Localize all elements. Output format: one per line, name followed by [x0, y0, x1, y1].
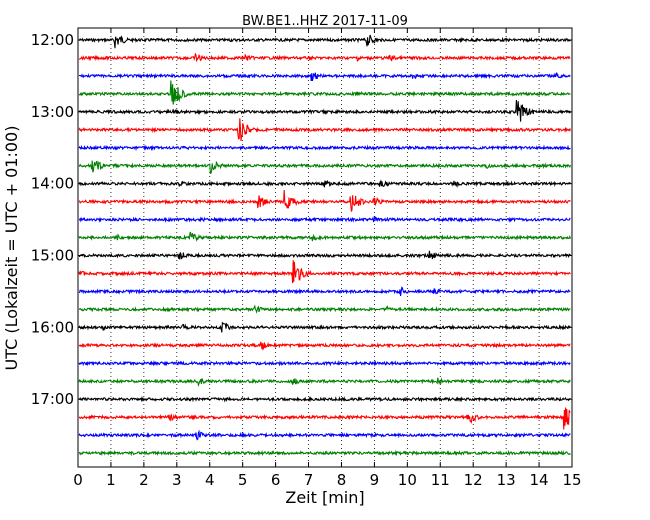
trace-line — [78, 189, 571, 212]
x-tick-label: 0 — [73, 471, 83, 489]
y-tick-label: 17:00 — [31, 390, 74, 408]
chart-title: BW.BE1..HHZ 2017-11-09 — [242, 14, 408, 29]
trace-1315 — [78, 118, 571, 142]
trace-1300 — [78, 99, 571, 122]
trace-line — [78, 144, 571, 152]
x-tick-label: 11 — [431, 471, 450, 489]
x-tick-label: 14 — [530, 471, 549, 489]
x-axis-ticks: 0 1 2 3 4 5 6 7 8 9 10 11 12 13 14 15 — [73, 28, 582, 489]
trace-line — [78, 52, 571, 63]
x-tick-label: 3 — [172, 471, 182, 489]
x-tick-label: 10 — [398, 471, 417, 489]
trace-line — [78, 250, 571, 260]
x-tick-label: 8 — [337, 471, 347, 489]
x-tick-label: 13 — [497, 471, 516, 489]
y-tick-label: 15:00 — [31, 247, 74, 265]
trace-1330 — [78, 144, 571, 152]
trace-line — [78, 304, 571, 314]
x-tick-label: 12 — [464, 471, 483, 489]
y-tick-label: 12:00 — [31, 31, 74, 49]
y-tick-label: 13:00 — [31, 103, 74, 121]
x-tick-label: 2 — [139, 471, 149, 489]
y-tick-label: 16:00 — [31, 318, 74, 336]
trace-line — [78, 260, 571, 284]
trace-1430 — [78, 215, 571, 223]
x-tick-label: 4 — [205, 471, 215, 489]
trace-line — [78, 160, 571, 174]
plot-frame — [77, 27, 573, 468]
x-tick-label: 9 — [370, 471, 380, 489]
trace-line — [78, 341, 571, 351]
y-axis-label: UTC (Lokalzeit = UTC + 01:00) — [2, 126, 21, 371]
x-tick-label: 5 — [238, 471, 248, 489]
trace-line — [78, 72, 571, 82]
trace-line — [78, 449, 571, 457]
x-tick-label: 6 — [271, 471, 281, 489]
trace-line — [78, 118, 571, 142]
trace-1630 — [78, 359, 571, 367]
trace-1200 — [78, 34, 571, 49]
trace-1730 — [78, 429, 571, 441]
trace-1545 — [78, 304, 571, 314]
trace-1400 — [78, 179, 571, 188]
trace-line — [78, 359, 571, 367]
x-axis-label: Zeit [min] — [285, 488, 364, 507]
trace-1530 — [78, 286, 571, 296]
trace-line — [78, 34, 571, 49]
trace-1345 — [78, 160, 571, 174]
trace-line — [78, 231, 571, 243]
trace-1745 — [78, 449, 571, 457]
trace-line — [78, 286, 571, 296]
trace-1700 — [78, 395, 571, 403]
trace-line — [78, 179, 571, 188]
trace-line — [78, 99, 571, 122]
trace-1215 — [78, 52, 571, 63]
trace-line — [78, 377, 571, 388]
seismic-traces — [78, 34, 571, 457]
trace-line — [78, 407, 571, 430]
trace-line — [78, 395, 571, 403]
x-tick-label: 1 — [106, 471, 116, 489]
trace-line — [78, 80, 571, 105]
y-axis-ticks: 12:00 13:00 14:00 15:00 16:00 17:00 — [31, 31, 572, 408]
trace-1715 — [78, 407, 571, 430]
y-tick-label: 14:00 — [31, 175, 74, 193]
trace-1415 — [78, 189, 571, 212]
trace-1615 — [78, 341, 571, 351]
trace-1245 — [78, 80, 571, 105]
trace-line — [78, 215, 571, 223]
trace-1230 — [78, 72, 571, 82]
trace-line — [78, 429, 571, 441]
trace-1600 — [78, 321, 571, 333]
x-tick-label: 7 — [304, 471, 314, 489]
trace-1445 — [78, 231, 571, 243]
trace-1515 — [78, 260, 571, 284]
trace-1500 — [78, 250, 571, 260]
trace-line — [78, 321, 571, 333]
x-tick-label: 15 — [562, 471, 581, 489]
trace-1645 — [78, 377, 571, 388]
